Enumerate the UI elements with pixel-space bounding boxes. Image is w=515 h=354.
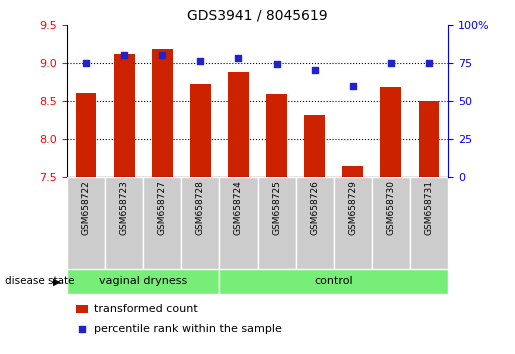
Bar	[76, 306, 88, 313]
Point	[311, 68, 319, 73]
Bar	[381, 87, 401, 177]
Bar	[334, 177, 372, 269]
Text: GSM658726: GSM658726	[310, 180, 319, 235]
Text: percentile rank within the sample: percentile rank within the sample	[94, 324, 282, 334]
Point	[387, 60, 395, 66]
Bar	[258, 177, 296, 269]
Point	[82, 60, 90, 66]
Point	[196, 58, 204, 64]
Text: transformed count: transformed count	[94, 304, 197, 314]
Bar	[143, 177, 181, 269]
Bar	[342, 166, 363, 177]
Bar	[105, 177, 143, 269]
Text: ▶: ▶	[53, 276, 61, 286]
Bar	[266, 94, 287, 177]
Bar	[219, 269, 448, 294]
Point	[234, 56, 243, 61]
Text: GSM658725: GSM658725	[272, 180, 281, 235]
Bar	[228, 72, 249, 177]
Text: GSM658724: GSM658724	[234, 180, 243, 234]
Text: GSM658729: GSM658729	[348, 180, 357, 235]
Bar	[296, 177, 334, 269]
Bar	[419, 101, 439, 177]
Text: GSM658722: GSM658722	[81, 180, 91, 234]
Point	[78, 326, 87, 332]
Bar	[152, 49, 173, 177]
Point	[158, 52, 166, 58]
Bar	[190, 84, 211, 177]
Text: GSM658731: GSM658731	[424, 180, 434, 235]
Bar	[372, 177, 410, 269]
Text: GSM658723: GSM658723	[119, 180, 129, 235]
Text: GSM658727: GSM658727	[158, 180, 167, 235]
Bar	[67, 177, 105, 269]
Text: GSM658728: GSM658728	[196, 180, 205, 235]
Text: control: control	[314, 276, 353, 286]
Text: GDS3941 / 8045619: GDS3941 / 8045619	[187, 9, 328, 23]
Text: disease state: disease state	[5, 276, 75, 286]
Bar	[67, 269, 219, 294]
Bar	[219, 177, 258, 269]
Bar	[114, 54, 134, 177]
Bar	[76, 92, 96, 177]
Point	[272, 62, 281, 67]
Point	[425, 60, 433, 66]
Bar	[181, 177, 219, 269]
Point	[349, 83, 357, 88]
Text: GSM658730: GSM658730	[386, 180, 396, 235]
Bar	[304, 115, 325, 177]
Text: vaginal dryness: vaginal dryness	[99, 276, 187, 286]
Bar	[410, 177, 448, 269]
Point	[120, 52, 128, 58]
